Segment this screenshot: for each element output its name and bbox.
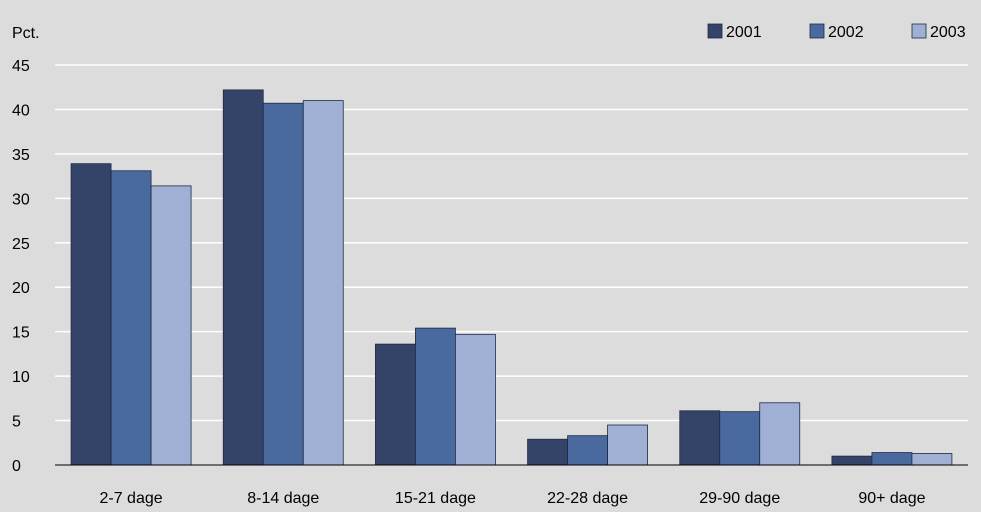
legend-swatch-2003 (911, 23, 927, 39)
bar-2001-3 (527, 438, 568, 466)
bar-2003-3 (607, 424, 648, 466)
x-tick-label: 15-21 dage (395, 490, 476, 507)
bar-2003-5 (911, 453, 953, 466)
x-tick-label: 2-7 dage (99, 490, 162, 507)
gridlines (55, 64, 968, 422)
x-tick-label: 8-14 dage (247, 490, 319, 507)
bar-2002-4 (719, 411, 761, 466)
bar-2001-5 (831, 455, 873, 466)
legend-swatch-2002 (809, 23, 825, 39)
bar-2001-1 (222, 89, 264, 466)
bar-2001-2 (375, 343, 416, 466)
x-tick-label: 22-28 dage (547, 490, 628, 507)
legend-label: 2002 (828, 24, 864, 41)
y-tick-label: 15 (12, 325, 30, 342)
legend: 2001 2002 2003 (707, 23, 966, 41)
x-tick-label: 90+ dage (858, 490, 925, 507)
legend-swatch-2001 (707, 23, 723, 39)
y-tick-label: 45 (12, 58, 30, 75)
bars (70, 89, 953, 466)
x-axis-ticks: 2-7 dage 8-14 dage 15-21 dage 22-28 dage 29-… (99, 490, 925, 507)
legend-label: 2003 (930, 24, 966, 41)
y-tick-label: 25 (12, 236, 30, 253)
bar-2001-0 (70, 163, 112, 466)
y-tick-label: 0 (12, 458, 21, 475)
bar-2002-0 (110, 170, 152, 466)
bar-2001-4 (679, 410, 721, 466)
bar-2002-2 (415, 327, 456, 466)
bar-2003-1 (302, 100, 344, 466)
legend-label: 2001 (726, 24, 762, 41)
y-tick-label: 40 (12, 102, 30, 119)
bar-2003-4 (759, 402, 801, 466)
y-axis-ticks: 0 5 10 15 20 25 30 35 40 45 (12, 58, 30, 475)
y-axis-label: Pct. (12, 25, 40, 42)
bar-2002-5 (871, 452, 913, 466)
bar-2003-0 (150, 185, 192, 466)
y-tick-label: 30 (12, 191, 30, 208)
y-tick-label: 20 (12, 280, 30, 297)
bar-2003-2 (455, 333, 496, 466)
y-tick-label: 5 (12, 414, 21, 431)
bar-2002-1 (262, 102, 304, 466)
x-tick-label: 29-90 dage (699, 490, 780, 507)
y-tick-label: 35 (12, 147, 30, 164)
y-tick-label: 10 (12, 369, 30, 386)
bar-2002-3 (567, 435, 608, 466)
